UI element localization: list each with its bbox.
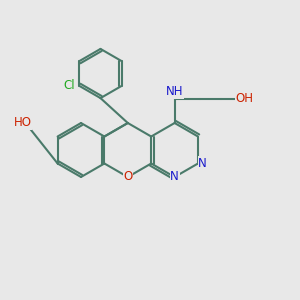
Text: HO: HO bbox=[14, 116, 32, 130]
Text: N: N bbox=[170, 170, 179, 184]
Text: Cl: Cl bbox=[63, 79, 74, 92]
Text: N: N bbox=[198, 157, 207, 170]
Text: O: O bbox=[123, 170, 132, 184]
Text: OH: OH bbox=[236, 92, 253, 106]
Text: NH: NH bbox=[166, 85, 183, 98]
